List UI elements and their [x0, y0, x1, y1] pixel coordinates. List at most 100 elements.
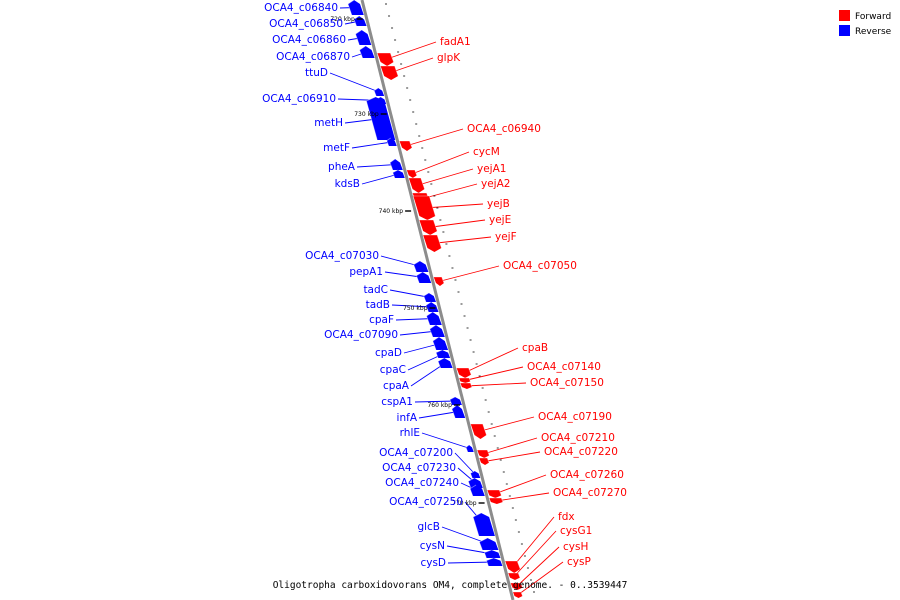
gene-arrow-cysH — [510, 583, 523, 590]
genome-backbone — [360, 0, 515, 600]
gene-arrow-cspA1-highlight — [449, 396, 456, 406]
gene-arrow-cpaF-highlight — [426, 311, 433, 326]
gene-arrow-cpaC — [436, 350, 451, 358]
gene-label-tadB: tadB — [366, 299, 390, 311]
gene-label-cysH: cysH — [563, 541, 588, 553]
gene-arrow-OCA4_c07270-highlight — [489, 497, 504, 503]
connector-cspA1 — [414, 400, 456, 403]
gene-label-cpaA: cpaA — [383, 380, 410, 392]
connector-ttuD — [329, 72, 380, 93]
legend-reverse-label: Reverse — [855, 27, 892, 37]
gene-arrow-cpaC-highlight — [435, 349, 443, 359]
connector-OCA4_c07050 — [438, 265, 500, 282]
gene-arrow-OCA4_c07210-highlight — [477, 449, 490, 456]
gene-label-glpK: glpK — [437, 52, 461, 64]
connector-cysG1 — [513, 530, 557, 577]
connector-metF — [351, 141, 392, 149]
gene-arrow-cysH-highlight — [510, 582, 523, 588]
gene-arrow-yejF-highlight — [423, 234, 442, 249]
connector-OCA4_c07270 — [496, 492, 550, 502]
gene-arrow-OCA4_c07090-highlight — [429, 324, 437, 338]
gene-arrow-tadB — [426, 302, 439, 312]
gene-arrow-OCA4_c07050 — [433, 277, 444, 286]
gene-arrow-kdsB — [392, 170, 405, 178]
gene-arrows — [347, 0, 523, 598]
gene-label-OCA4_c07090: OCA4_c07090 — [324, 329, 398, 341]
gene-arrow-cpaA — [438, 358, 453, 368]
gene-arrow-OCA4_c07230-highlight — [467, 477, 475, 489]
gene-arrow-cpaB — [456, 368, 472, 378]
gene-arrow-OCA4_c07030-highlight — [413, 260, 420, 273]
gene-arrow-cysG1-highlight — [508, 572, 521, 578]
gene-arrow-metF — [386, 138, 397, 146]
gene-label-cysP: cysP — [567, 556, 591, 568]
connector-OCA4_c07140 — [464, 366, 524, 381]
gene-arrow-yejA1 — [408, 178, 425, 193]
gene-arrow-OCA4_c06840-highlight — [347, 0, 355, 16]
connector-OCA4_c07190 — [478, 416, 535, 432]
gene-arrow-cysP-highlight — [512, 591, 523, 597]
gene-label-cysD: cysD — [420, 557, 446, 569]
gene-arrow-OCA4_c07210 — [477, 450, 490, 458]
gene-label-yejE: yejE — [489, 214, 511, 226]
gene-label-cpaC: cpaC — [380, 364, 406, 376]
gene-arrow-pepA1-highlight — [415, 271, 423, 284]
gene-label-fadA1: fadA1 — [440, 36, 471, 48]
gene-label-cspA1: cspA1 — [381, 396, 413, 408]
gene-arrow-metF-highlight — [386, 137, 391, 147]
gene-arrow-OCA4_c06940-highlight — [399, 140, 413, 148]
legend-forward-label: Forward — [855, 12, 891, 22]
gene-label-cysN: cysN — [420, 540, 445, 552]
connector-yejB — [424, 203, 484, 209]
connector-OCA4_c07200 — [454, 452, 476, 475]
gene-arrow-glcB — [479, 538, 499, 550]
gene-arrow-yejA1-highlight — [408, 177, 425, 190]
connector-yejA1 — [416, 168, 474, 186]
gene-arrow-glpK — [380, 66, 399, 80]
gene-arrow-cspA1 — [449, 397, 462, 405]
gene-arrow-cpaA-highlight — [437, 357, 445, 369]
gene-arrow-OCA4_c07250 — [473, 513, 495, 536]
gene-arrow-OCA4_c07190-highlight — [470, 423, 487, 436]
gene-label-ttuD: ttuD — [305, 67, 328, 79]
gene-arrow-rhlE — [465, 445, 474, 452]
gene-arrow-OCA4_c07260-highlight — [487, 489, 502, 496]
connector-cycM — [411, 151, 470, 175]
gene-arrow-ttuD-highlight — [373, 87, 379, 97]
gene-label-glcB: glcB — [417, 521, 440, 533]
connector-yejE — [428, 219, 486, 228]
connector-OCA4_c06940 — [405, 128, 464, 147]
connector-glpK — [389, 57, 434, 74]
gene-label-OCA4_c07200: OCA4_c07200 — [379, 447, 453, 459]
gene-arrow-OCA4_c07200 — [470, 471, 481, 478]
gene-label-OCA4_c07220: OCA4_c07220 — [544, 446, 618, 458]
gene-label-metH: metH — [314, 117, 343, 129]
connector-rhlE — [421, 432, 471, 449]
connector-cpaA — [410, 362, 446, 387]
gene-label-OCA4_c07030: OCA4_c07030 — [305, 250, 379, 262]
gene-arrow-cycM-highlight — [406, 169, 418, 176]
gene-arrow-OCA4_c07190 — [470, 424, 487, 439]
gene-label-OCA4_c07230: OCA4_c07230 — [382, 462, 456, 474]
gene-label-cpaD: cpaD — [375, 347, 402, 359]
connector-yejF — [432, 236, 492, 244]
gene-arrow-OCA4_c07150-highlight — [460, 382, 473, 388]
gene-arrow-cysP — [512, 592, 523, 598]
gene-label-OCA4_c07260: OCA4_c07260 — [550, 469, 624, 481]
gene-arrow-cysN — [484, 550, 501, 558]
scale-tick-label: 720 kbp — [330, 16, 355, 23]
gene-arrow-OCA4_c06870-highlight — [359, 45, 366, 59]
scale-tick-label: 770 kbp — [452, 500, 477, 507]
gene-arrow-OCA4_c07220-highlight — [479, 457, 490, 463]
gene-arrow-rhlE-highlight — [465, 444, 470, 453]
gene-labels: OCA4_c06840 OCA4_c06850 OCA4_c06860 OCA4_c0… — [262, 2, 627, 569]
gene-label-OCA4_c07250: OCA4_c07250 — [389, 496, 463, 508]
connector-kdsB — [361, 173, 399, 185]
gene-arrow-metH — [366, 97, 396, 140]
gene-arrow-yejE — [419, 220, 438, 235]
gene-arrow-metH-highlight — [365, 96, 378, 141]
gene-label-OCA4_c07190: OCA4_c07190 — [538, 411, 612, 423]
connector-yejA2 — [420, 183, 478, 200]
gene-arrow-OCA4_c07090 — [429, 325, 445, 337]
gene-label-OCA4_c07140: OCA4_c07140 — [527, 361, 601, 373]
